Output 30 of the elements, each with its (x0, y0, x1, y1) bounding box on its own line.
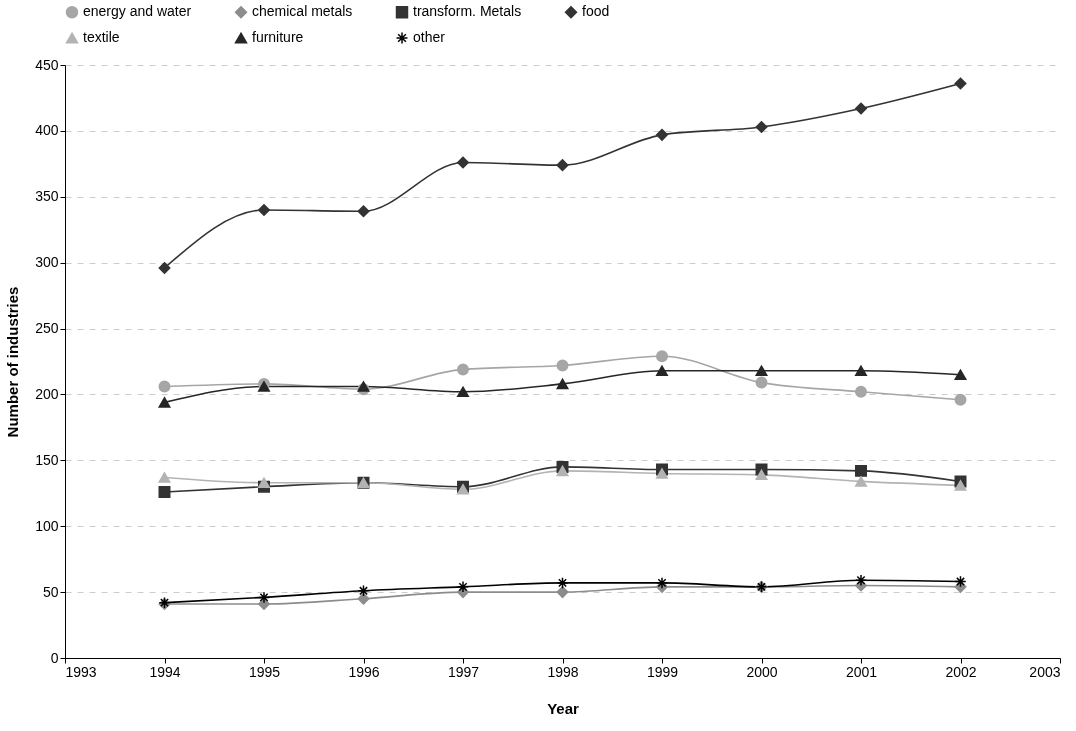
y-tick-label: 400 (35, 122, 59, 139)
y-tick-label: 0 (50, 649, 59, 666)
x-tick-label: 2003 (1029, 663, 1061, 680)
legend-label: textile (83, 29, 120, 45)
x-tick-label: 1995 (248, 663, 281, 680)
legend-label: transform. Metals (413, 3, 522, 20)
y-tick-label: 450 (35, 56, 59, 73)
y-tick-label: 200 (35, 385, 59, 402)
x-axis-title: Year (547, 699, 580, 717)
y-tick-label: 250 (35, 320, 59, 337)
legend-label: furniture (252, 29, 304, 45)
legend-label: energy and water (83, 3, 192, 20)
x-tick-label: 2001 (845, 663, 878, 680)
x-tick-label: 2000 (746, 663, 778, 680)
y-tick-label: 150 (35, 451, 59, 468)
y-tick-label: 350 (35, 188, 59, 205)
y-tick-label: 100 (35, 517, 59, 534)
y-tick-label: 300 (35, 254, 59, 271)
x-tick-label: 1997 (447, 663, 480, 680)
x-tick-label: 1994 (149, 663, 181, 680)
y-axis-title: Number of industries (4, 286, 22, 438)
x-tick-label: 1999 (646, 663, 679, 680)
legend-label: food (582, 3, 610, 20)
x-tick-label: 2002 (945, 663, 977, 680)
legend-label: other (413, 29, 446, 45)
x-tick-label: 1996 (348, 663, 380, 680)
x-tick-label: 1993 (65, 663, 97, 680)
y-tick-label: 50 (42, 583, 59, 600)
x-tick-label: 1998 (547, 663, 579, 680)
legend-label: chemical metals (252, 3, 353, 20)
